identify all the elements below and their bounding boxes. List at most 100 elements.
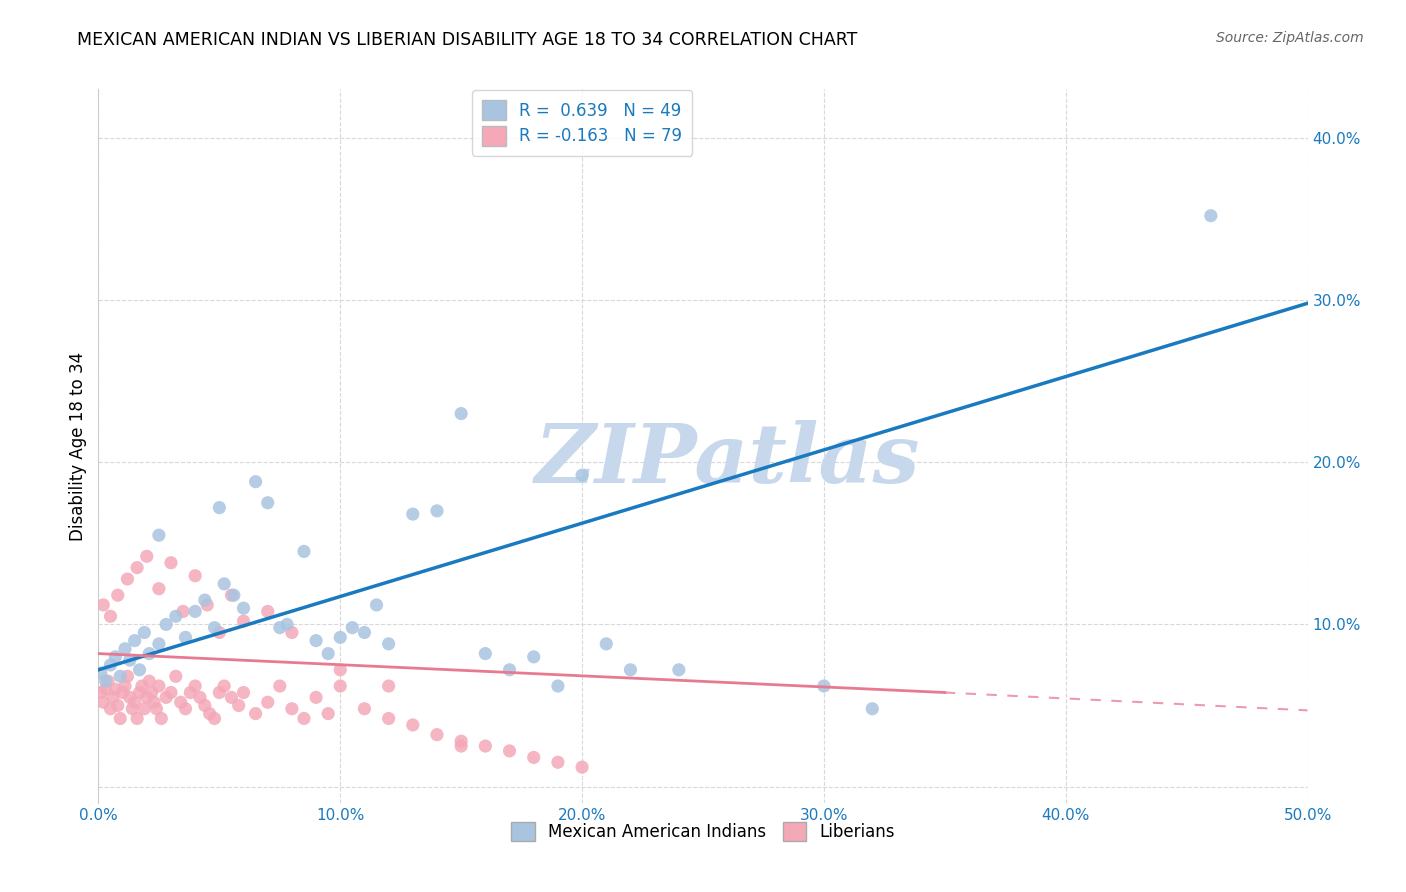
Point xyxy=(108,711,131,725)
Text: Source: ZipAtlas.com: Source: ZipAtlas.com xyxy=(1216,31,1364,45)
Point xyxy=(111,685,134,699)
Point xyxy=(221,588,243,602)
Point xyxy=(100,609,122,624)
Point xyxy=(138,674,160,689)
Point xyxy=(402,507,425,521)
Point xyxy=(474,647,496,661)
Point xyxy=(121,702,143,716)
Point xyxy=(426,728,449,742)
Point xyxy=(523,649,546,664)
Point xyxy=(353,702,375,716)
Point xyxy=(194,593,217,607)
Point xyxy=(208,500,231,515)
Point xyxy=(184,604,207,618)
Point xyxy=(141,685,163,699)
Point xyxy=(498,663,520,677)
Point xyxy=(148,582,170,596)
Point xyxy=(305,633,328,648)
Point xyxy=(148,679,170,693)
Point xyxy=(118,690,141,705)
Point xyxy=(281,625,304,640)
Point xyxy=(194,698,217,713)
Point xyxy=(860,702,883,716)
Point xyxy=(128,663,150,677)
Y-axis label: Disability Age 18 to 34: Disability Age 18 to 34 xyxy=(69,351,87,541)
Point xyxy=(208,685,231,699)
Point xyxy=(450,734,472,748)
Point xyxy=(107,698,129,713)
Point xyxy=(101,690,124,705)
Point xyxy=(138,647,160,661)
Point xyxy=(100,657,122,672)
Point xyxy=(547,679,569,693)
Point xyxy=(571,760,593,774)
Point xyxy=(269,621,291,635)
Point xyxy=(148,528,170,542)
Point xyxy=(91,695,114,709)
Point xyxy=(813,679,835,693)
Point xyxy=(292,711,315,725)
Point xyxy=(174,702,197,716)
Point xyxy=(90,685,112,699)
Point xyxy=(232,614,254,628)
Point xyxy=(134,625,156,640)
Point xyxy=(366,598,388,612)
Point xyxy=(450,407,472,421)
Point xyxy=(281,702,304,716)
Point xyxy=(160,556,183,570)
Point xyxy=(169,695,191,709)
Point xyxy=(174,631,197,645)
Point xyxy=(426,504,449,518)
Point xyxy=(172,604,194,618)
Point xyxy=(474,739,496,753)
Point xyxy=(571,468,593,483)
Point xyxy=(523,750,546,764)
Point xyxy=(198,706,221,721)
Point xyxy=(668,663,690,677)
Point xyxy=(134,702,156,716)
Point xyxy=(316,706,339,721)
Point xyxy=(377,637,399,651)
Point xyxy=(232,685,254,699)
Point xyxy=(117,669,139,683)
Point xyxy=(145,702,167,716)
Point xyxy=(114,679,136,693)
Point xyxy=(1199,209,1222,223)
Point xyxy=(100,702,122,716)
Point xyxy=(94,682,117,697)
Point xyxy=(184,679,207,693)
Legend: Mexican American Indians, Liberians: Mexican American Indians, Liberians xyxy=(505,815,901,848)
Point xyxy=(204,711,226,725)
Point xyxy=(107,588,129,602)
Point xyxy=(124,633,146,648)
Point xyxy=(104,649,127,664)
Point xyxy=(155,617,177,632)
Point xyxy=(165,669,187,683)
Point xyxy=(90,666,112,681)
Point xyxy=(135,549,157,564)
Point xyxy=(276,617,298,632)
Point xyxy=(184,568,207,582)
Point xyxy=(150,711,173,725)
Point xyxy=(160,685,183,699)
Point xyxy=(94,674,117,689)
Point xyxy=(108,669,131,683)
Point xyxy=(402,718,425,732)
Point xyxy=(148,637,170,651)
Point xyxy=(143,695,166,709)
Point xyxy=(128,685,150,699)
Point xyxy=(127,560,149,574)
Point xyxy=(204,621,226,635)
Point xyxy=(329,631,352,645)
Point xyxy=(155,690,177,705)
Point xyxy=(91,598,114,612)
Point xyxy=(208,625,231,640)
Point xyxy=(195,598,218,612)
Point xyxy=(342,621,364,635)
Point xyxy=(595,637,617,651)
Point xyxy=(104,682,127,697)
Text: ZIPatlas: ZIPatlas xyxy=(534,420,920,500)
Point xyxy=(179,685,201,699)
Point xyxy=(212,577,235,591)
Point xyxy=(118,653,141,667)
